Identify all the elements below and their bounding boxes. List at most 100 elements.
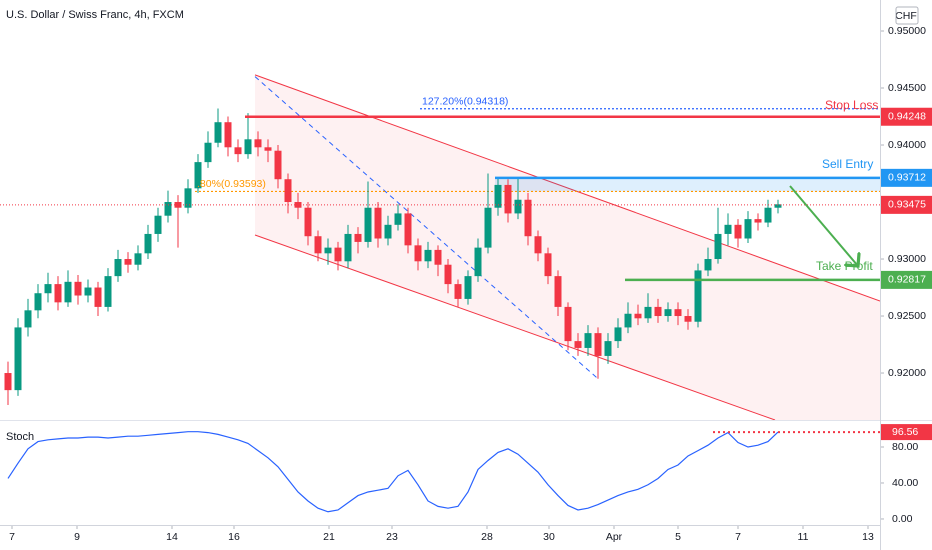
y-tick-label: 0.95000 (888, 25, 926, 37)
x-tick-label: 7 (735, 531, 741, 543)
candle-body (194, 162, 202, 189)
stoch-value-box (881, 424, 932, 441)
candle-body (714, 233, 722, 260)
candle-body (424, 249, 432, 262)
chart-title: U.S. Dollar / Swiss Franc, 4h, FXCM (6, 9, 184, 21)
candle-body (64, 281, 72, 303)
candle-body (234, 147, 242, 155)
indicator-name: Stoch (6, 431, 34, 443)
candle-body (564, 306, 572, 342)
currency: CHF (895, 10, 917, 22)
candle-body (54, 284, 62, 303)
y-tick-label: 0.92000 (888, 367, 926, 379)
channel-upper (254, 74, 880, 302)
x-tick-label: 13 (862, 531, 874, 543)
trade-arrow (789, 185, 858, 266)
candle-body (594, 333, 602, 356)
candle-body (394, 213, 402, 225)
candle-body (214, 122, 222, 143)
candle-body (674, 309, 682, 317)
candle-body (744, 219, 752, 239)
candle-body (614, 327, 622, 342)
level-name: Take Profit (816, 259, 873, 273)
candle-body (544, 253, 552, 277)
x-tick-label: 5 (675, 531, 681, 543)
candle-body (774, 204, 782, 208)
stoch-tick-label: 40.00 (892, 477, 918, 489)
x-tick-label: 7 (9, 531, 15, 543)
x-tick-label: 11 (798, 531, 809, 543)
candle-body (174, 202, 182, 208)
candle-body (44, 284, 52, 294)
y-tick-label: 0.94000 (888, 139, 926, 151)
level-price-box (881, 168, 932, 187)
level-name: Sell Entry (822, 157, 873, 171)
level-price: 0.93712 (888, 172, 926, 184)
candle-body (704, 259, 712, 271)
candle-body (14, 327, 22, 391)
candle-body (274, 150, 282, 180)
candle-body (444, 264, 452, 285)
candle-body (694, 270, 702, 322)
x-tick-label: 9 (74, 531, 80, 543)
stoch-tick-label: 0.00 (892, 513, 913, 525)
level-price-box (881, 270, 932, 289)
x-tick-label: Apr (606, 531, 623, 543)
candle-body (154, 215, 162, 234)
candle-body (34, 293, 42, 311)
main-pane (254, 74, 880, 420)
candle-body (414, 245, 422, 262)
last-price-label: 0.93475 (888, 199, 926, 211)
candle-body (504, 184, 512, 214)
overlays: 0.950000.945000.940000.935000.930000.925… (7, 25, 932, 543)
candle-body (584, 333, 592, 348)
candle-body (334, 247, 342, 262)
currency-box (895, 6, 919, 25)
y-tick-label: 0.93000 (888, 253, 926, 265)
candle-body (384, 224, 392, 239)
candle-body (4, 373, 12, 391)
fib-label: .80%(0.93593) (197, 178, 266, 190)
candle-body (114, 259, 122, 277)
candle-body (464, 276, 472, 299)
candle-body (454, 284, 462, 299)
candle-body (344, 233, 352, 262)
level-price-box (881, 107, 932, 126)
candle-body (294, 202, 302, 208)
candle-body (84, 287, 92, 296)
stoch-tick-label: 80.00 (892, 441, 918, 453)
fib-label: 127.20%(0.94318) (422, 96, 508, 108)
candle-body (164, 202, 172, 216)
level-price: 0.94248 (888, 111, 926, 123)
candle-body (144, 233, 152, 254)
entry-zone (495, 177, 880, 192)
candle-body (664, 309, 672, 317)
candle-body (224, 122, 232, 148)
candle-body (484, 207, 492, 248)
candle-body (374, 207, 382, 239)
candle-body (764, 207, 772, 223)
stoch-line (7, 431, 779, 513)
channel-lower (254, 234, 776, 420)
channel-fill (255, 74, 880, 420)
candle-body (754, 219, 762, 223)
stoch-value: 96.56 (892, 426, 918, 438)
y-tick-label: 0.92500 (888, 310, 926, 322)
candle-body (734, 224, 742, 239)
candle-body (104, 276, 112, 307)
candle-body (74, 281, 82, 296)
candle-body (624, 313, 632, 328)
candle-body (534, 236, 542, 254)
candle-body (354, 233, 362, 242)
candle-body (24, 310, 32, 328)
x-tick-label: 30 (543, 531, 555, 543)
x-tick-label: 16 (228, 531, 240, 543)
candle-body (124, 259, 132, 265)
candle-body (204, 142, 212, 163)
candle-body (254, 139, 262, 148)
x-tick-label: 28 (481, 531, 493, 543)
candle-body (134, 253, 142, 265)
candle-body (94, 287, 102, 307)
